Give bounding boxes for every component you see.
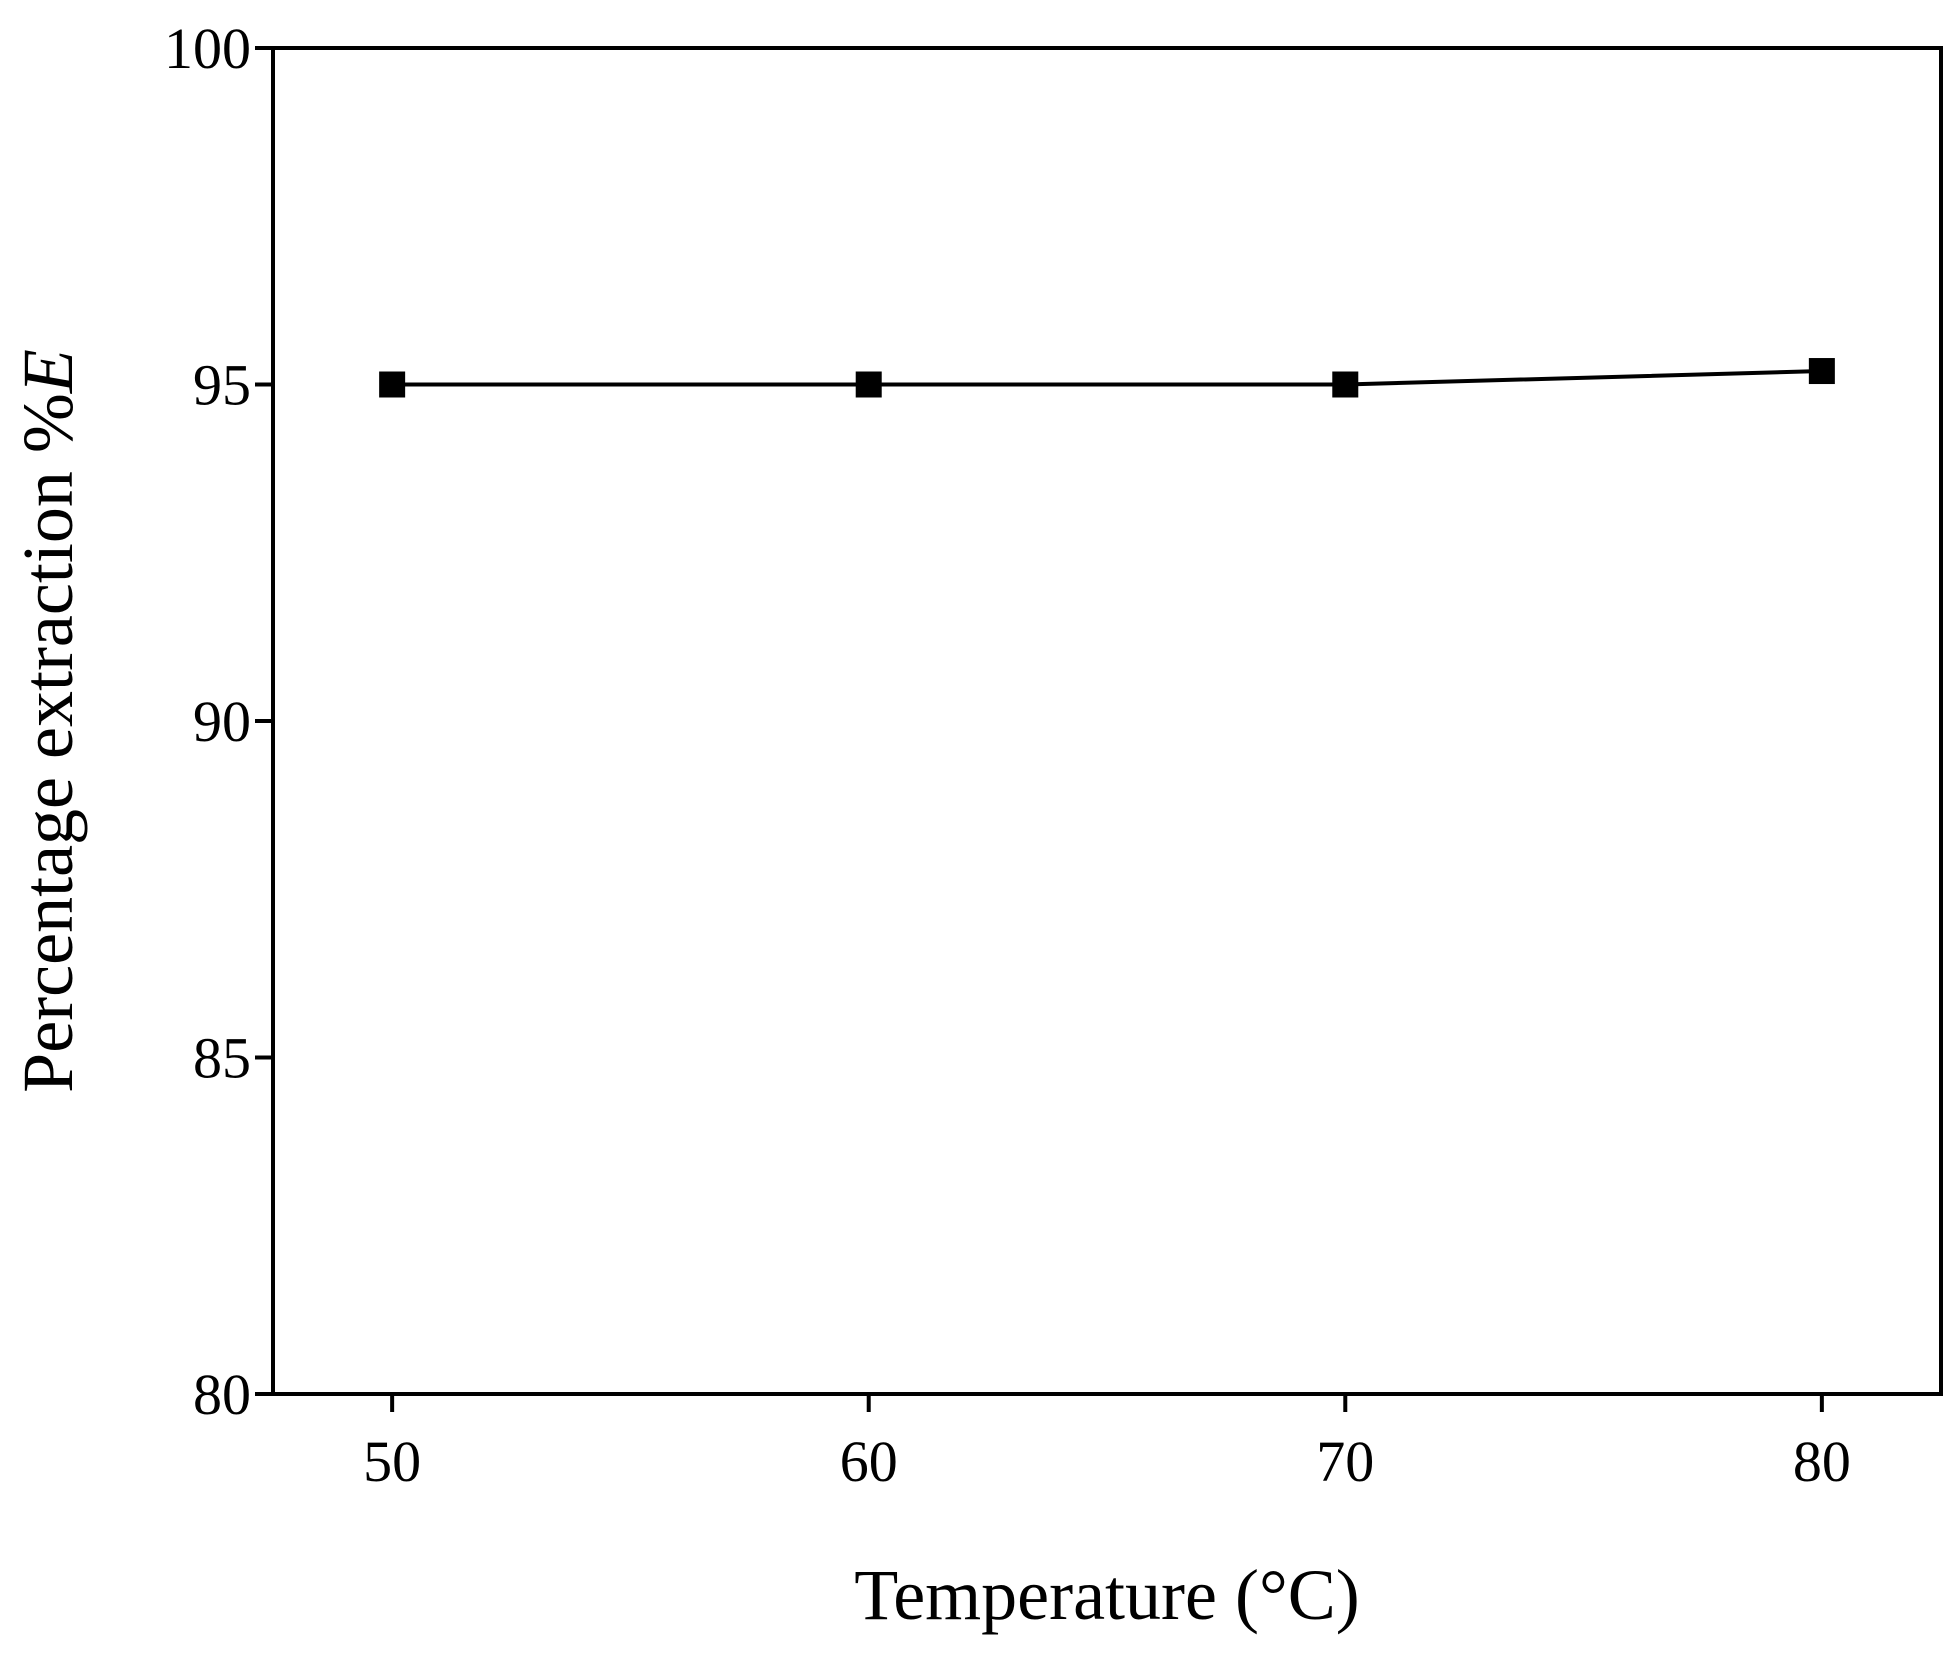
data-point-marker [855, 371, 882, 398]
y-tick-label: 80 [193, 1362, 251, 1427]
y-tick-label: 85 [193, 1026, 251, 1091]
y-axis-title-main: Percentage extraction % [8, 393, 88, 1093]
y-tick-label: 95 [193, 353, 251, 418]
y-tick-label: 90 [193, 689, 251, 754]
y-axis-ticks: 80 85 90 95 100 [164, 16, 273, 1427]
x-axis-ticks: 50 60 70 80 [363, 1394, 1851, 1494]
x-tick-label: 70 [1316, 1429, 1374, 1494]
data-point-marker [1332, 371, 1359, 398]
plot-frame [271, 46, 1943, 1396]
series-line [392, 369, 1822, 387]
y-tick-label: 100 [164, 16, 251, 81]
x-tick-label: 60 [840, 1429, 898, 1494]
series-group [379, 358, 1835, 398]
x-tick-label: 50 [363, 1429, 421, 1494]
x-axis-title: Temperature (°C) [854, 1555, 1360, 1635]
y-axis-title: Percentage extraction %E [8, 349, 88, 1093]
y-axis-title-italic: E [8, 349, 88, 394]
x-tick-label: 80 [1793, 1429, 1851, 1494]
data-point-marker [379, 371, 406, 398]
data-point-marker [1808, 358, 1835, 385]
